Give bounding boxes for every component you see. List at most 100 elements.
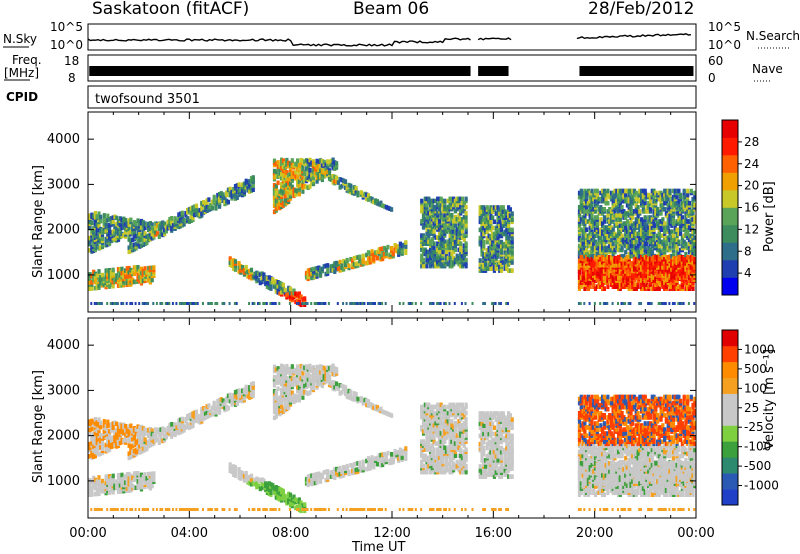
power-cell	[287, 285, 291, 291]
power-cell	[496, 209, 500, 214]
power-cell	[675, 200, 679, 206]
power-cell	[593, 227, 598, 232]
power-cell	[673, 221, 677, 226]
power-cell	[650, 302, 653, 305]
power-cell	[668, 267, 672, 272]
power-cell	[265, 276, 269, 281]
power-cell	[173, 216, 177, 221]
power-cell	[668, 241, 672, 247]
power-cell	[679, 192, 683, 198]
power-cell	[457, 255, 461, 261]
power-cell	[336, 262, 340, 267]
power-cell	[446, 239, 450, 244]
velocity-cell	[129, 444, 133, 449]
power-cell	[606, 302, 609, 305]
power-cell	[618, 269, 622, 274]
power-cell	[104, 236, 108, 242]
power-cell	[436, 235, 440, 240]
power-cell	[276, 204, 280, 210]
power-cell	[196, 302, 199, 305]
power-cell	[590, 257, 594, 262]
power-cell	[436, 210, 440, 216]
power-cell	[452, 202, 456, 208]
power-cell	[657, 223, 661, 228]
power-cell	[577, 217, 582, 222]
power-cell	[505, 215, 509, 220]
power-cell	[663, 221, 667, 226]
power-cell	[147, 274, 151, 279]
velocity-cell	[127, 428, 131, 433]
power-cell	[682, 261, 686, 266]
power-cell	[608, 263, 612, 268]
power-cell	[599, 302, 602, 305]
power-cell	[602, 245, 606, 251]
power-cell	[597, 196, 601, 202]
power-cell	[652, 275, 656, 280]
velocity-cell	[141, 442, 145, 447]
power-cell	[381, 302, 384, 305]
power-cell	[359, 260, 363, 265]
power-cell	[122, 216, 126, 222]
power-cell	[693, 235, 697, 241]
power-cell	[306, 159, 310, 164]
power-cell	[134, 241, 138, 247]
power-cell	[668, 221, 672, 226]
power-cell	[455, 253, 459, 259]
colorbar-segment	[722, 260, 738, 278]
power-cell	[141, 220, 145, 225]
power-cell	[106, 213, 110, 219]
power-cell	[453, 229, 457, 234]
power-cell	[308, 157, 312, 163]
power-cell	[444, 212, 449, 218]
velocity-cell	[134, 447, 138, 453]
power-cell	[593, 286, 598, 291]
power-cell	[478, 235, 482, 241]
power-cell	[484, 211, 488, 216]
power-cell	[159, 221, 163, 226]
power-cell	[577, 265, 582, 270]
power-cell	[446, 204, 450, 210]
power-cell	[322, 168, 326, 173]
power-cell	[141, 226, 145, 231]
power-cell	[661, 227, 665, 232]
power-cell	[613, 188, 617, 194]
power-cell	[491, 231, 495, 237]
power-cell	[684, 200, 688, 206]
velocity-cell	[97, 508, 100, 511]
power-cell	[680, 215, 684, 220]
power-cell	[216, 192, 220, 198]
power-cell	[611, 269, 615, 274]
power-cell	[320, 175, 324, 181]
power-cell	[366, 260, 371, 265]
power-cell	[93, 285, 97, 291]
power-cell	[684, 251, 688, 257]
power-cell	[460, 257, 465, 263]
power-cell	[650, 273, 654, 278]
power-cell	[308, 184, 312, 189]
power-cell	[459, 225, 463, 230]
power-cell	[693, 215, 697, 220]
power-cell	[99, 218, 103, 224]
power-cell	[664, 255, 668, 260]
power-cell	[232, 266, 236, 271]
power-cell	[248, 302, 251, 305]
power-cell	[361, 302, 364, 305]
power-cell	[508, 231, 512, 237]
power-cell	[303, 302, 306, 305]
power-cell	[434, 198, 438, 204]
power-cell	[205, 198, 209, 203]
power-cell	[620, 223, 624, 228]
power-cell	[632, 188, 637, 194]
power-cell	[462, 214, 466, 220]
power-cell	[104, 278, 108, 284]
power-cell	[429, 255, 433, 261]
power-cell	[143, 302, 146, 305]
power-cell	[680, 255, 684, 260]
power-cell	[99, 245, 103, 250]
power-cell	[643, 278, 647, 283]
power-cell	[484, 217, 488, 222]
power-cell	[92, 238, 96, 243]
power-cell	[432, 204, 436, 210]
power-cell	[480, 227, 484, 233]
power-cell	[187, 219, 191, 224]
